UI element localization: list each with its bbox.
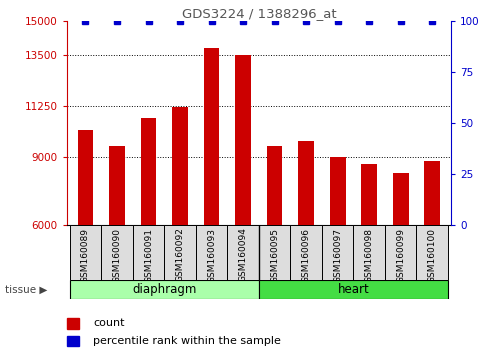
Bar [227, 225, 259, 280]
Bar [267, 145, 282, 225]
Bar [172, 107, 188, 225]
Text: GSM160094: GSM160094 [239, 228, 247, 282]
Bar [259, 225, 290, 280]
Text: tissue ▶: tissue ▶ [5, 284, 47, 295]
Bar [196, 225, 227, 280]
Title: GDS3224 / 1388296_at: GDS3224 / 1388296_at [181, 7, 336, 20]
Text: GSM160093: GSM160093 [207, 228, 216, 282]
Bar [393, 173, 409, 225]
Text: GSM160097: GSM160097 [333, 228, 342, 282]
Bar [298, 141, 314, 225]
Text: count: count [94, 318, 125, 328]
Bar [322, 225, 353, 280]
Text: GSM160099: GSM160099 [396, 228, 405, 282]
Bar [133, 225, 164, 280]
Bar [67, 336, 79, 346]
Bar [164, 225, 196, 280]
Bar [259, 280, 448, 299]
Text: diaphragm: diaphragm [132, 283, 196, 296]
Bar [353, 225, 385, 280]
Text: GSM160092: GSM160092 [176, 228, 184, 282]
Bar [141, 119, 156, 225]
Bar [70, 225, 101, 280]
Bar [67, 318, 79, 329]
Bar [417, 225, 448, 280]
Bar [109, 145, 125, 225]
Text: GSM160100: GSM160100 [428, 228, 437, 282]
Bar [424, 161, 440, 225]
Text: GSM160091: GSM160091 [144, 228, 153, 282]
Text: GSM160090: GSM160090 [112, 228, 121, 282]
Bar [361, 164, 377, 225]
Bar [204, 48, 219, 225]
Text: percentile rank within the sample: percentile rank within the sample [94, 336, 282, 346]
Text: GSM160098: GSM160098 [365, 228, 374, 282]
Bar [77, 130, 93, 225]
Text: GSM160089: GSM160089 [81, 228, 90, 282]
Text: heart: heart [338, 283, 369, 296]
Text: GSM160095: GSM160095 [270, 228, 279, 282]
Text: GSM160096: GSM160096 [302, 228, 311, 282]
Bar [70, 280, 259, 299]
Bar [385, 225, 417, 280]
Bar [235, 55, 251, 225]
Bar [330, 157, 346, 225]
Bar [290, 225, 322, 280]
Bar [101, 225, 133, 280]
